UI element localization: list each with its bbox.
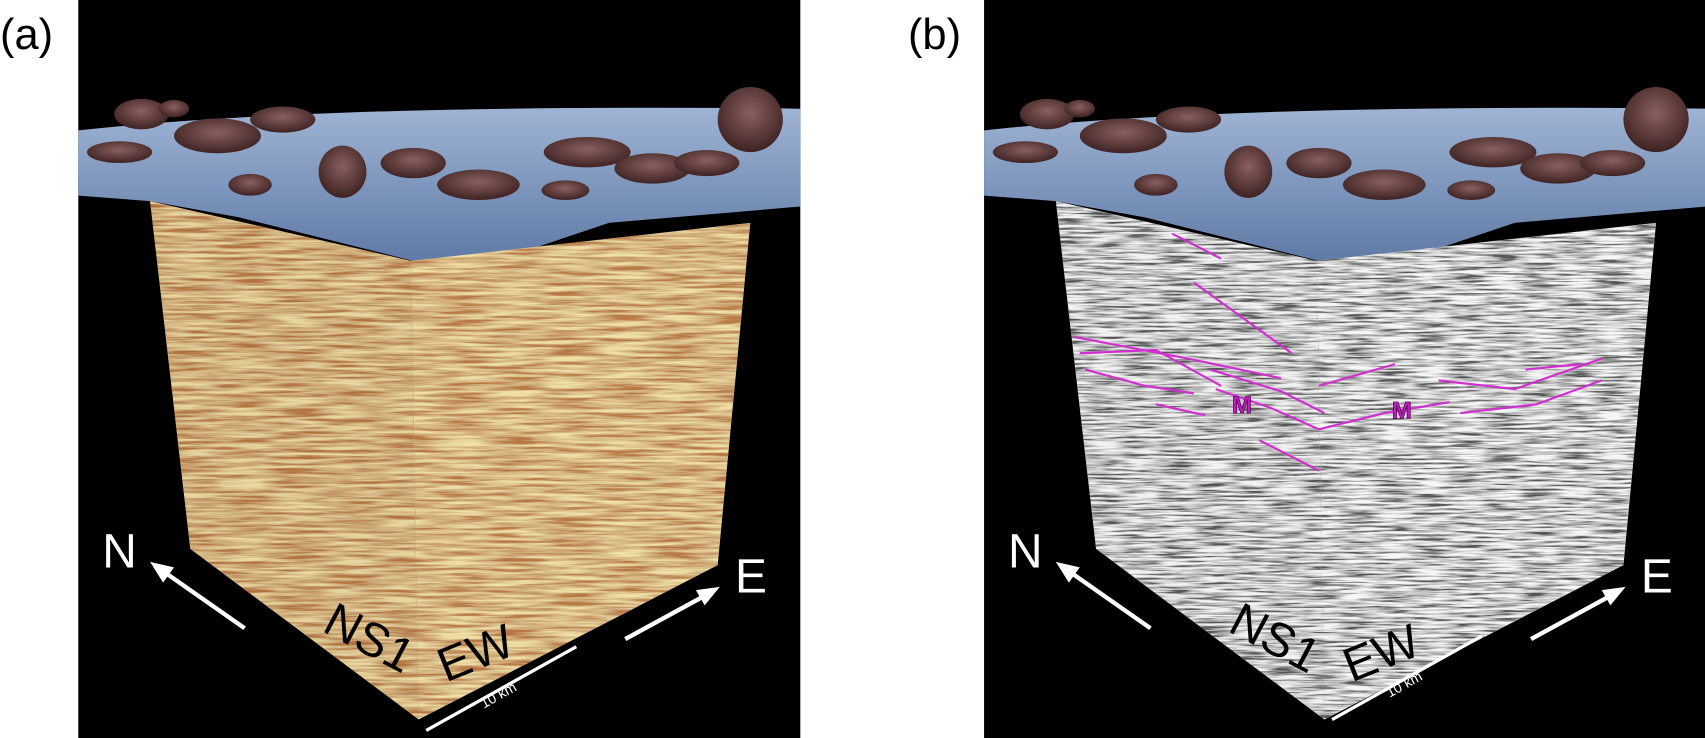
marker-label: M [1392,397,1412,424]
scale-bar [425,645,578,732]
north-arrow [1062,565,1152,631]
arrow-head [695,586,720,606]
ew-face [1316,222,1657,720]
north-label: N [102,525,137,578]
arrow-head [150,561,174,583]
panel-b: M M N E NS1 EW 10 km [984,86,1705,721]
east-arrow [1529,591,1616,642]
panel-label: (a) [0,11,53,59]
east-arrow [624,591,711,642]
east-label: E [735,550,767,603]
panel-label: (b) [908,11,961,59]
east-label: E [1641,550,1673,603]
ew-face [411,222,751,720]
horizons [1074,232,1603,472]
arrow-head [1601,586,1626,606]
north-label: N [1008,525,1043,578]
scale-bar [1331,634,1483,721]
ns-face [1055,201,1325,720]
arrow-head [1055,561,1080,583]
marker-label: M [1232,392,1252,419]
north-arrow [156,565,246,631]
ns-face [150,201,419,720]
